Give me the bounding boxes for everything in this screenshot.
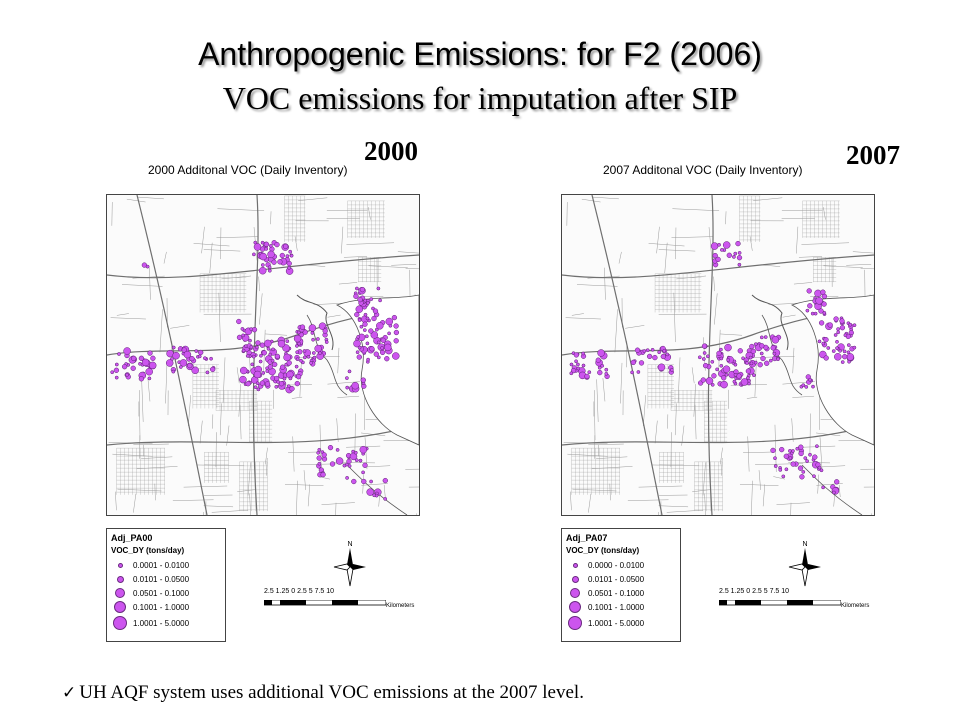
svg-text:N: N bbox=[347, 541, 352, 548]
legend-title: Adj_PA07 bbox=[566, 533, 608, 543]
legend-item: 0.0501 - 0.1000 bbox=[109, 587, 223, 601]
map-frame[interactable] bbox=[561, 194, 875, 516]
legend-item: 1.0001 - 5.0000 bbox=[564, 616, 678, 631]
legend-item: 0.0000 - 0.0100 bbox=[564, 559, 678, 573]
legend-item: 1.0001 - 5.0000 bbox=[109, 616, 223, 631]
legend-item: 0.1001 - 1.0000 bbox=[109, 601, 223, 615]
page-title: Anthropogenic Emissions: for F2 (2006) bbox=[198, 36, 762, 72]
map-panel-2007: 2007 Additonal VOC (Daily Inventory) Adj… bbox=[561, 158, 956, 642]
map-legend: Adj_PA00 VOC_DY (tons/day) 0.0001 - 0.01… bbox=[106, 528, 226, 642]
north-arrow-icon: N bbox=[333, 541, 366, 587]
page-subtitle: VOC emissions for imputation after SIP bbox=[222, 80, 738, 116]
emissions-map-2000 bbox=[107, 195, 419, 515]
legend-item: 0.0001 - 0.0100 bbox=[109, 559, 223, 573]
legend-item: 0.0101 - 0.0500 bbox=[109, 573, 223, 587]
emissions-map-2007 bbox=[562, 195, 874, 515]
scale-bar: 2.5 1.25 0 2.5 5 7.5 10 Kilometers bbox=[264, 588, 415, 609]
map-title: 2007 Additonal VOC (Daily Inventory) bbox=[603, 163, 803, 177]
legend-item: 0.0101 - 0.0500 bbox=[564, 573, 678, 587]
legend-item: 0.0501 - 0.1000 bbox=[564, 587, 678, 601]
map-frame[interactable] bbox=[106, 194, 420, 516]
legend-field: VOC_DY (tons/day) bbox=[111, 546, 185, 555]
map-title: 2000 Additonal VOC (Daily Inventory) bbox=[148, 163, 348, 177]
legend-field: VOC_DY (tons/day) bbox=[566, 546, 640, 555]
check-icon: ✓ bbox=[62, 683, 77, 702]
legend-title: Adj_PA00 bbox=[111, 533, 153, 543]
year-label-2007: 2007 bbox=[846, 140, 900, 170]
scale-bar: 2.5 1.25 0 2.5 5 7.5 10 Kilometers bbox=[719, 588, 870, 609]
legend-item: 0.1001 - 1.0000 bbox=[564, 601, 678, 615]
footnote: ✓ UH AQF system uses additional VOC emiss… bbox=[62, 682, 584, 703]
map-panel-2000: 2000 Additonal VOC (Daily Inventory) Adj… bbox=[106, 158, 501, 642]
map-legend: Adj_PA07 VOC_DY (tons/day) 0.0000 - 0.01… bbox=[561, 528, 681, 642]
svg-text:N: N bbox=[802, 541, 807, 548]
north-arrow-icon: N bbox=[788, 541, 821, 587]
year-label-2000: 2000 bbox=[364, 136, 418, 166]
